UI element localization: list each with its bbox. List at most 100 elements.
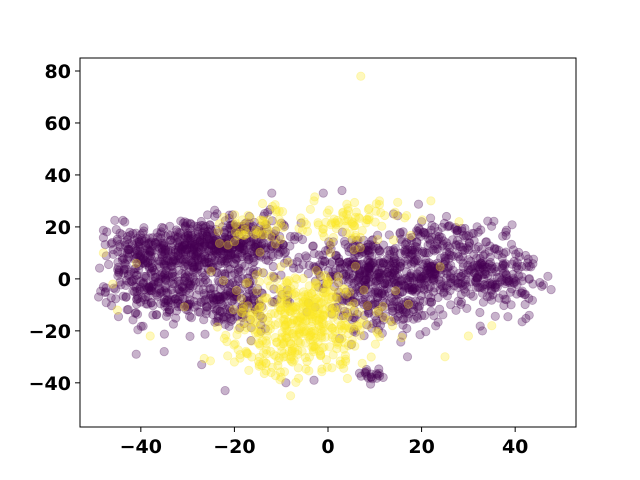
scatter-point-series-1: [270, 320, 280, 330]
scatter-point-series-0: [159, 270, 169, 280]
scatter-point-series-0: [240, 261, 250, 271]
scatter-point-series-0: [176, 254, 186, 264]
scatter-point-series-1: [283, 286, 293, 296]
scatter-point-series-0: [272, 242, 282, 253]
scatter-point-series-0: [238, 242, 248, 252]
scatter-point-series-0: [181, 232, 191, 242]
scatter-point-series-0: [148, 246, 158, 256]
scatter-point-series-0: [485, 278, 495, 289]
scatter-point-series-0: [199, 240, 210, 250]
scatter-point-series-0: [185, 242, 195, 253]
scatter-point-series-0: [203, 210, 213, 220]
scatter-point-series-0: [204, 246, 214, 256]
scatter-point-series-0: [174, 242, 184, 252]
scatter-point-series-0: [178, 218, 188, 228]
scatter-point-series-0: [161, 275, 171, 285]
scatter-point-series-0: [167, 284, 177, 295]
scatter-point-series-0: [178, 242, 188, 252]
scatter-point-series-0: [226, 248, 236, 258]
scatter-point-series-0: [176, 287, 187, 297]
scatter-point-series-0: [182, 240, 192, 250]
scatter-point-series-0: [237, 251, 247, 262]
scatter-point-series-0: [193, 256, 203, 266]
scatter-point-series-0: [96, 286, 106, 296]
scatter-point-series-0: [266, 244, 276, 254]
scatter-point-series-0: [207, 299, 217, 309]
scatter-point-series-0: [160, 256, 170, 266]
scatter-point-series-0: [163, 296, 173, 306]
scatter-point-series-0: [192, 247, 202, 257]
scatter-point-series-0: [251, 235, 261, 245]
scatter-point-series-0: [240, 219, 250, 229]
scatter-point-series-1: [252, 286, 262, 296]
scatter-point-series-0: [144, 282, 154, 292]
scatter-point-series-0: [199, 238, 209, 248]
scatter-point-series-0: [150, 272, 160, 282]
scatter-point-series-1: [327, 323, 337, 334]
scatter-point-series-0: [211, 238, 221, 248]
scatter-point-series-0: [212, 294, 222, 305]
scatter-point-series-1: [278, 223, 288, 233]
scatter-point-series-0: [155, 256, 165, 266]
scatter-point-series-0: [243, 225, 253, 235]
scatter-point-series-0: [154, 277, 164, 287]
scatter-point-series-0: [414, 304, 424, 314]
scatter-point-series-0: [147, 282, 157, 292]
scatter-point-series-1: [417, 215, 427, 225]
scatter-point-series-0: [162, 255, 173, 266]
scatter-point-series-0: [132, 299, 142, 309]
scatter-point-series-0: [203, 278, 213, 288]
scatter-point-series-0: [201, 301, 211, 311]
scatter-point-series-0: [468, 229, 479, 239]
scatter-point-series-1: [426, 196, 436, 206]
scatter-point-series-0: [189, 245, 199, 255]
scatter-point-series-0: [173, 246, 183, 257]
scatter-point-series-0: [275, 239, 285, 249]
scatter-point-series-0: [135, 246, 145, 256]
scatter-point-series-0: [120, 258, 130, 268]
scatter-point-series-0: [194, 247, 204, 257]
scatter-point-series-0: [231, 254, 241, 264]
scatter-point-series-0: [185, 295, 195, 305]
scatter-point-series-0: [130, 308, 140, 318]
scatter-point-series-0: [256, 232, 266, 242]
scatter-point-series-1: [232, 330, 242, 340]
scatter-point-series-0: [236, 237, 246, 247]
scatter-point-series-0: [192, 262, 202, 272]
scatter-point-series-0: [255, 245, 265, 256]
scatter-point-series-0: [162, 294, 172, 304]
scatter-point-series-0: [134, 261, 144, 271]
scatter-point-series-0: [192, 268, 202, 278]
scatter-point-series-0: [153, 291, 163, 301]
scatter-point-series-1: [366, 352, 376, 362]
scatter-point-series-0: [187, 230, 197, 241]
scatter-point-series-0: [157, 222, 167, 233]
scatter-point-series-0: [271, 226, 281, 236]
scatter-point-series-1: [229, 357, 239, 367]
scatter-point-series-0: [168, 271, 178, 281]
scatter-point-series-0: [170, 231, 180, 241]
scatter-point-series-0: [163, 270, 173, 280]
scatter-point-series-0: [136, 321, 146, 331]
scatter-point-series-0: [113, 247, 123, 257]
scatter-point-series-0: [145, 247, 155, 257]
scatter-point-series-0: [273, 250, 284, 260]
scatter-point-series-0: [297, 234, 308, 245]
scatter-point-series-1: [236, 318, 246, 329]
scatter-point-series-0: [461, 281, 472, 291]
scatter-point-series-0: [249, 217, 260, 228]
scatter-point-series-0: [220, 216, 230, 226]
scatter-point-series-0: [470, 277, 481, 287]
scatter-point-series-0: [114, 268, 124, 278]
scatter-point-series-0: [210, 232, 220, 242]
scatter-point-series-0: [282, 255, 292, 265]
y-tick-label: −40: [29, 373, 71, 395]
scatter-point-series-0: [153, 242, 163, 252]
scatter-point-series-0: [429, 241, 439, 251]
scatter-point-series-0: [178, 287, 188, 297]
scatter-point-series-0: [486, 221, 497, 231]
scatter-point-series-0: [226, 223, 236, 233]
scatter-point-series-0: [233, 252, 243, 262]
scatter-point-series-0: [150, 267, 160, 278]
scatter-point-series-1: [487, 321, 497, 331]
